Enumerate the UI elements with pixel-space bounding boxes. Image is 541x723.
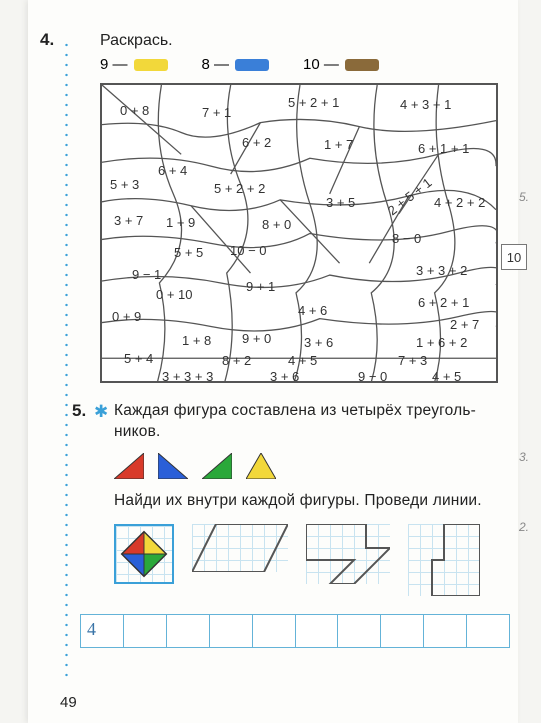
side-tab-10: 10 [501, 244, 527, 270]
page-number: 49 [60, 694, 77, 711]
legend-9: 9 — [100, 56, 168, 73]
expr: 1 + 7 [324, 137, 353, 152]
expr: 3 + 6 [304, 335, 333, 350]
strip-cell-9[interactable] [424, 615, 467, 647]
expr: 3 + 6 [270, 369, 299, 383]
shape-trapezoid [192, 524, 288, 572]
shape-L [408, 524, 480, 596]
expr: 3 + 3 + 2 [416, 263, 467, 278]
expr: 3 + 5 [326, 195, 355, 210]
tri-yellow [246, 453, 276, 479]
expr: 1 + 9 [166, 215, 195, 230]
expr: 6 + 2 [242, 135, 271, 150]
side-mark-5: 5. [519, 190, 529, 204]
expr: 5 + 4 [124, 351, 153, 366]
expr: 7 + 1 [202, 105, 231, 120]
expr: 4 + 5 [432, 369, 461, 383]
expr: 5 + 3 [110, 177, 139, 192]
legend-8-num: 8 — [202, 56, 230, 73]
triangle-row [114, 453, 500, 479]
expr: 0 + 10 [156, 287, 193, 302]
tri-red [114, 453, 144, 479]
expr: 4 + 3 + 1 [400, 97, 451, 112]
side-mark-3: 3. [519, 450, 529, 464]
task5-star: ✱ [94, 402, 108, 422]
color-legend: 9 — 8 — 10 — [100, 56, 500, 73]
expr: 1 + 8 [182, 333, 211, 348]
expr: 4 + 2 + 2 [434, 195, 485, 210]
strip-cell-3[interactable] [167, 615, 210, 647]
task4-title: Раскрась. [100, 32, 500, 50]
expr: 9 − 1 [132, 267, 161, 282]
expr: 3 + 7 [114, 213, 143, 228]
strip-cell-10[interactable] [467, 615, 509, 647]
coloring-puzzle: 0 + 8 7 + 1 5 + 2 + 1 4 + 3 + 1 6 + 2 1 + 7 6 … [100, 83, 498, 383]
tri-green [202, 453, 232, 479]
expr: 1 + 6 + 2 [416, 335, 467, 350]
example-shape [114, 524, 174, 584]
expr: 5 + 2 + 2 [214, 181, 265, 196]
expr: 0 + 9 [112, 309, 141, 324]
expr: 7 + 3 [398, 353, 427, 368]
expr: 5 + 5 [174, 245, 203, 260]
side-mark-2: 2. [519, 520, 529, 534]
shapes-row [114, 524, 500, 596]
legend-8-swatch [235, 59, 269, 71]
task5-line1: Каждая фигура составлена из четырёх треу… [114, 401, 500, 422]
task5-number: 5. [72, 401, 86, 421]
strip-cell-2[interactable] [124, 615, 167, 647]
expr: 4 + 6 [298, 303, 327, 318]
expr: 5 + 2 + 1 [288, 95, 339, 110]
tri-blue [158, 453, 188, 479]
expr: 9 − 0 [358, 369, 387, 383]
expr: 0 + 8 [120, 103, 149, 118]
expr: 3 + 3 + 3 [162, 369, 213, 383]
shape-arrow [306, 524, 390, 584]
expr: 6 + 1 + 1 [418, 141, 469, 156]
expr: 8 − 0 [392, 231, 421, 246]
handwritten-4: 4 [87, 619, 96, 640]
expr: 9 + 0 [242, 331, 271, 346]
expr: 8 + 0 [262, 217, 291, 232]
task4-number: 4. [40, 30, 54, 50]
task5-line3: Найди их внутри каждой фигуры. Проведи л… [114, 491, 500, 512]
expr: 10 − 0 [230, 243, 267, 258]
strip-cell-7[interactable] [338, 615, 381, 647]
legend-10-swatch [345, 59, 379, 71]
expr: 6 + 4 [158, 163, 187, 178]
expr: 6 + 2 + 1 [418, 295, 469, 310]
strip-cell-1[interactable]: 4 [81, 615, 124, 647]
expr: 2 + 7 [450, 317, 479, 332]
legend-9-num: 9 — [100, 56, 128, 73]
legend-10-num: 10 — [303, 56, 339, 73]
expr: 8 + 2 [222, 353, 251, 368]
strip-cell-6[interactable] [296, 615, 339, 647]
writing-strip[interactable]: 4 [80, 614, 510, 648]
strip-cell-4[interactable] [210, 615, 253, 647]
task5-line2: ников. [114, 422, 500, 443]
legend-9-swatch [134, 59, 168, 71]
legend-8: 8 — [202, 56, 270, 73]
expr: 9 + 1 [246, 279, 275, 294]
strip-cell-5[interactable] [253, 615, 296, 647]
expr: 4 + 5 [288, 353, 317, 368]
legend-10: 10 — [303, 56, 379, 73]
strip-cell-8[interactable] [381, 615, 424, 647]
